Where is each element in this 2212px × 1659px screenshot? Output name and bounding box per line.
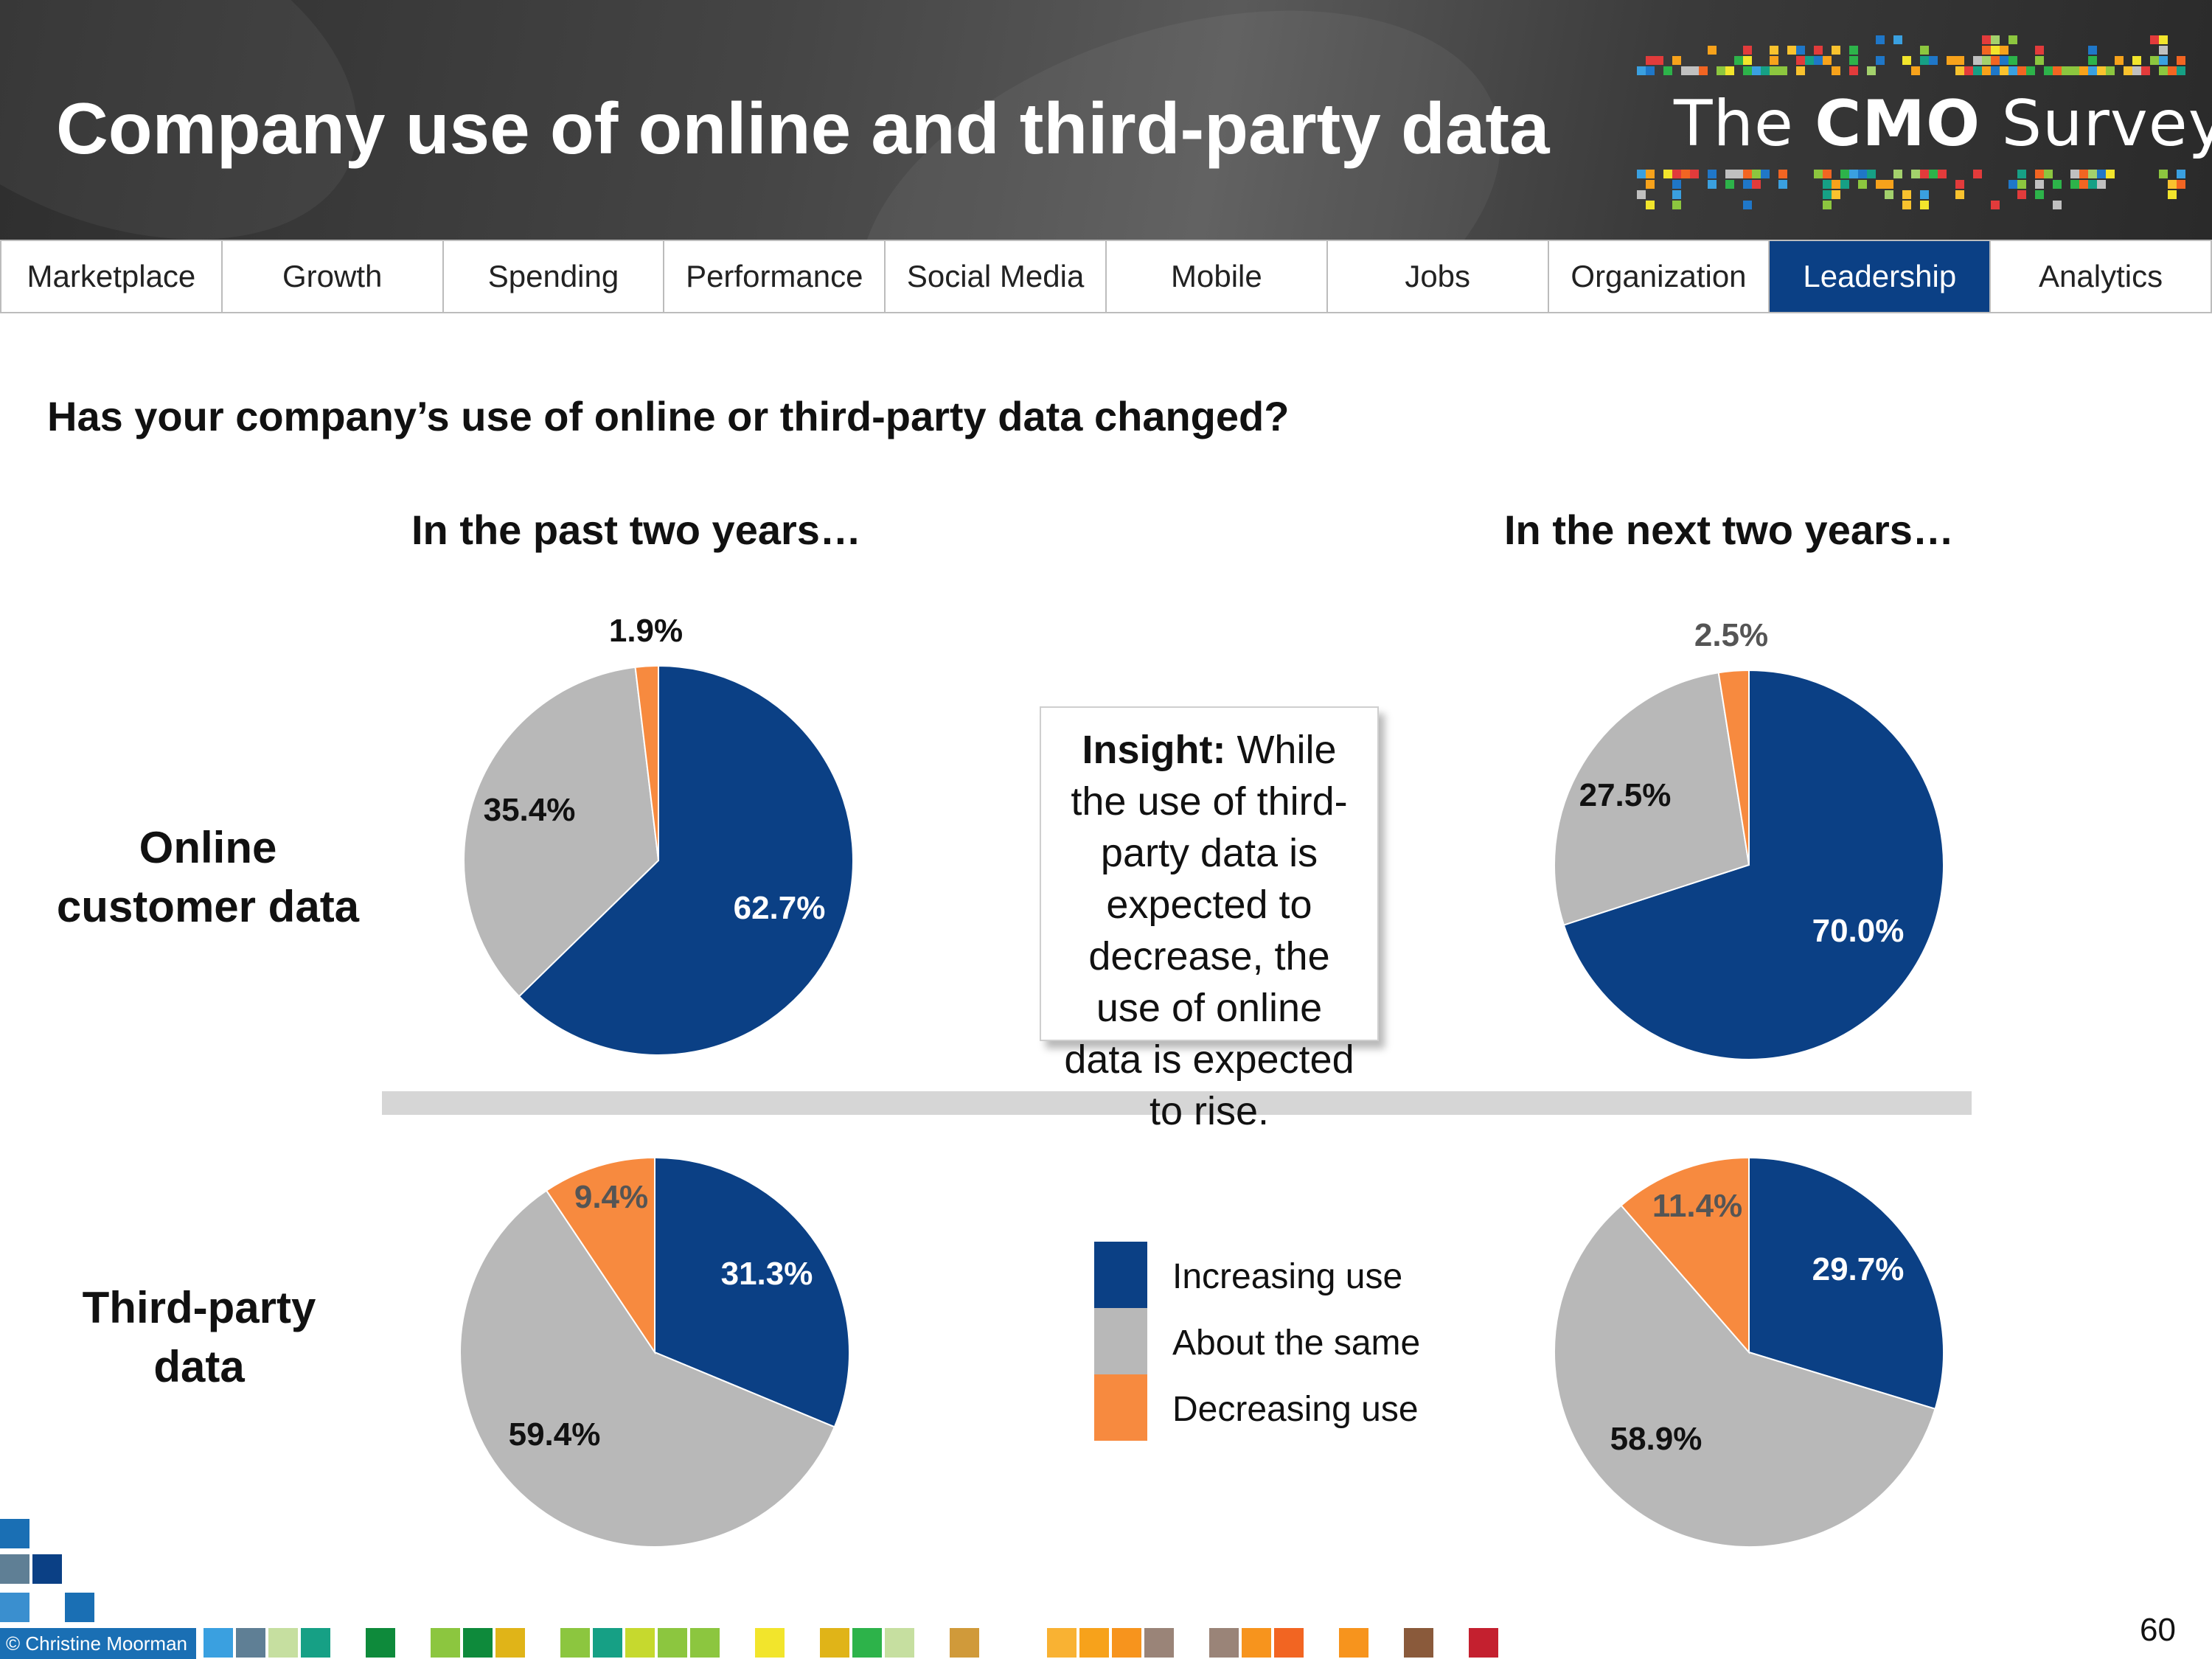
copyright-notice: © Christine Moorman [0,1628,196,1659]
pie-slice-online-past-increasing [518,664,854,1056]
tab-organization[interactable]: Organization [1549,241,1770,312]
data-label-third-party-past-increasing: 31.3% [721,1256,813,1292]
tab-jobs[interactable]: Jobs [1328,241,1549,312]
insight-lead: Insight: [1082,728,1226,772]
insight-box: Insight: While the use of third-party da… [1040,706,1379,1133]
row-divider [382,1091,1972,1115]
pie-slice-third-party-past-decreasing [545,1156,655,1355]
insight-text: While the use of third-party data is exp… [1064,728,1354,1133]
pie-slice-third-party-next-same [1554,1204,1936,1548]
page-title: Company use of online and third-party da… [56,88,1550,169]
data-label-third-party-next-increasing: 29.7% [1812,1251,1905,1287]
tab-performance[interactable]: Performance [664,241,886,312]
data-label-third-party-next-decreasing: 11.4% [1652,1188,1742,1224]
logo-text: The CMO Survey [1674,87,2212,161]
pie-slice-online-next-decreasing [1717,669,1750,866]
section-nav: Marketplace Growth Spending Performance … [0,240,2212,313]
data-label-third-party-past-decreasing: 9.4% [574,1179,648,1215]
row-label-online: Online customer data [56,823,360,931]
legend-item-increasing: Increasing use [1094,1242,1463,1308]
tab-growth[interactable]: Growth [223,241,444,312]
data-label-online-next-decreasing: 2.5% [1694,617,1768,653]
data-label-third-party-past-same: 59.4% [509,1416,601,1453]
pie-slice-third-party-next-increasing [1748,1156,1944,1411]
pie-slice-online-next-increasing [1562,669,1944,1060]
page-number: 60 [2140,1612,2176,1648]
data-label-online-next-same: 27.5% [1579,777,1672,813]
header-banner: Company use of online and third-party da… [0,0,2212,240]
legend-label-same: About the same [1172,1324,1421,1363]
tab-social-media[interactable]: Social Media [886,241,1107,312]
pie-chart-third-party-past: 31.3% 59.4% 9.4% [459,1156,850,1548]
legend-label-decreasing: Decreasing use [1172,1390,1419,1429]
tab-analytics[interactable]: Analytics [1991,241,2212,312]
legend-label-increasing: Increasing use [1172,1257,1403,1296]
data-label-online-past-increasing: 62.7% [734,890,826,926]
pie-chart-online-past: 62.7% 35.4% 1.9% [463,613,854,1056]
legend-item-decreasing: Decreasing use [1094,1374,1463,1441]
column-heading-past: In the past two years… [411,507,861,553]
pie-slice-online-past-same [463,666,660,998]
legend-item-same: About the same [1094,1308,1463,1374]
survey-question: Has your company’s use of online or thir… [47,393,1290,439]
legend-swatch-same [1094,1308,1147,1374]
column-heading-next: In the next two years… [1504,507,1954,553]
pie-slice-online-past-decreasing [634,664,659,861]
data-label-online-past-decreasing: 1.9% [609,613,683,649]
cmo-survey-logo: The CMO Survey [1637,22,2212,232]
pie-chart-online-next: 70.0% 27.5% 2.5% [1554,617,1944,1060]
pie-slice-third-party-next-decreasing [1620,1156,1750,1354]
pie-slice-online-next-same [1554,672,1750,926]
pie-slice-third-party-past-increasing [654,1156,850,1428]
legend-swatch-increasing [1094,1242,1147,1308]
tab-mobile[interactable]: Mobile [1107,241,1328,312]
data-label-online-past-same: 35.4% [484,792,576,828]
legend-swatch-decreasing [1094,1374,1147,1441]
pie-slice-third-party-past-same [459,1189,836,1548]
row-label-third-party: Third-party data [82,1283,316,1391]
tab-spending[interactable]: Spending [444,241,665,312]
data-label-third-party-next-same: 58.9% [1610,1421,1703,1457]
tab-leadership[interactable]: Leadership [1770,241,1992,312]
pie-chart-third-party-next: 29.7% 58.9% 11.4% [1554,1156,1944,1548]
data-label-online-next-increasing: 70.0% [1812,913,1905,949]
tab-marketplace[interactable]: Marketplace [0,241,223,312]
